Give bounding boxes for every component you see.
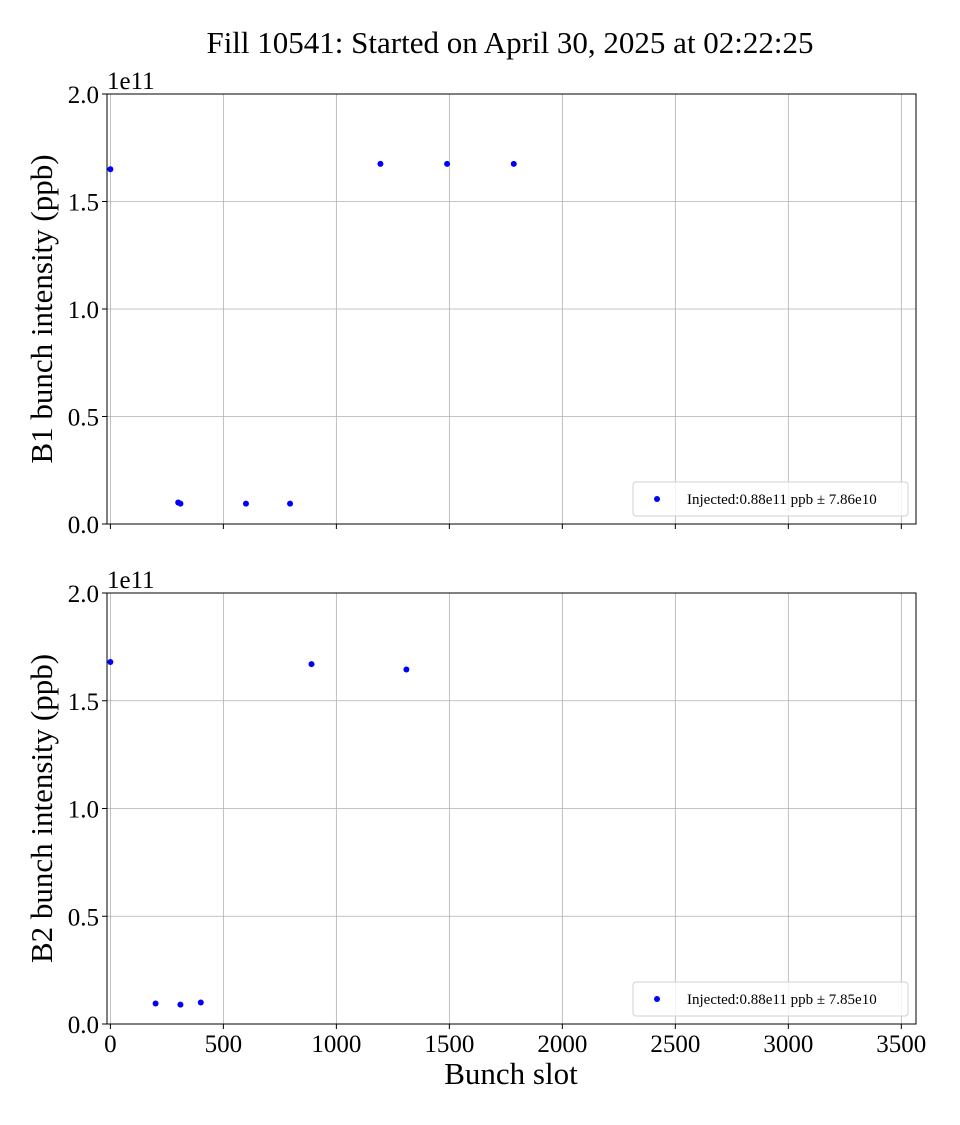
legend-label: Injected:0.88e11 ppb ± 7.85e10 (687, 992, 877, 1008)
y-tick-label: 1.0 (68, 297, 99, 324)
top-panel-b1: 0.0 0.5 1.0 1.5 2.0 1e11 B1 bunch intensity (p… (24, 68, 917, 539)
legend-box (632, 481, 909, 517)
legend-box (632, 981, 909, 1017)
data-point (308, 661, 315, 668)
data-point (107, 166, 114, 173)
data-point (242, 500, 249, 507)
data-point (287, 500, 294, 507)
legend-marker (654, 996, 660, 1002)
data-point (177, 500, 184, 507)
chart-title: Fill 10541: Started on April 30, 2025 at… (206, 25, 813, 60)
y-tick-label: 0.5 (68, 904, 99, 931)
x-tick-label: 0 (104, 1031, 117, 1058)
x-tick-label: 2500 (650, 1031, 700, 1058)
data-point (197, 999, 204, 1006)
legend-marker (654, 496, 660, 502)
data-point (152, 1000, 159, 1007)
data-point (444, 160, 451, 167)
axes-frame (106, 93, 917, 525)
legend: Injected:0.88e11 ppb ± 7.86e10 (632, 481, 909, 517)
y-axis-label: B2 bunch intensity (ppb) (24, 654, 59, 963)
legend-label: Injected:0.88e11 ppb ± 7.86e10 (687, 492, 877, 508)
x-tick-label: 1500 (424, 1031, 474, 1058)
y-tick-label: 1.0 (68, 797, 99, 824)
y-tick-label: 2.0 (68, 581, 99, 608)
y-offset-text: 1e11 (107, 567, 155, 594)
y-tick-label: 0.5 (68, 405, 99, 432)
y-tick-label: 1.5 (68, 689, 99, 716)
y-offset-text: 1e11 (107, 68, 155, 95)
y-tick-label: 2.0 (68, 82, 99, 109)
data-point (177, 1001, 184, 1008)
x-tick-label: 3000 (763, 1031, 813, 1058)
y-tick-label: 0.0 (68, 1012, 99, 1039)
y-axis-label: B1 bunch intensity (ppb) (24, 154, 59, 463)
y-tick-label: 0.0 (68, 512, 99, 539)
x-tick-label: 1000 (311, 1031, 361, 1058)
data-point (377, 160, 384, 167)
x-tick-label: 500 (205, 1031, 243, 1058)
axes-frame (106, 592, 917, 1025)
data-point (403, 666, 410, 673)
x-axis-label: Bunch slot (444, 1056, 578, 1091)
x-tick-label: 3500 (876, 1031, 926, 1058)
bottom-panel-b2: 0 500 1000 1500 2000 2500 3000 3500 0.0 0.5 1.0 1.5… (24, 567, 926, 1058)
y-tick-label: 1.5 (68, 190, 99, 217)
data-point (107, 658, 114, 665)
data-point (510, 160, 517, 167)
legend: Injected:0.88e11 ppb ± 7.85e10 (632, 981, 909, 1017)
x-tick-label: 2000 (537, 1031, 587, 1058)
